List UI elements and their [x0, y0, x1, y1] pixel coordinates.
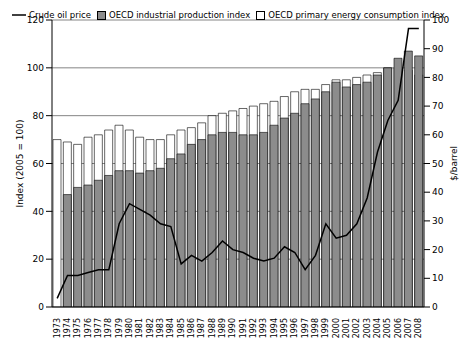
svg-text:1988: 1988	[208, 318, 217, 338]
svg-text:1998: 1998	[311, 318, 320, 338]
svg-text:$/barrel: $/barrel	[449, 146, 459, 181]
svg-text:1989: 1989	[218, 318, 227, 338]
svg-text:1975: 1975	[73, 318, 82, 338]
svg-text:40: 40	[33, 207, 45, 217]
svg-text:80: 80	[33, 111, 45, 121]
svg-text:2007: 2007	[404, 318, 413, 338]
svg-text:0: 0	[432, 302, 438, 312]
svg-text:100: 100	[27, 63, 44, 73]
svg-text:70: 70	[432, 101, 444, 111]
svg-text:60: 60	[33, 159, 45, 169]
svg-text:1997: 1997	[301, 318, 310, 338]
svg-text:20: 20	[33, 254, 45, 264]
svg-text:0: 0	[38, 302, 44, 312]
svg-text:1995: 1995	[280, 318, 289, 338]
svg-text:1999: 1999	[321, 318, 330, 338]
svg-text:2004: 2004	[373, 318, 382, 338]
svg-text:1981: 1981	[135, 318, 144, 338]
svg-text:1982: 1982	[146, 318, 155, 338]
svg-text:1976: 1976	[84, 318, 93, 338]
svg-text:80: 80	[432, 73, 444, 83]
svg-text:10: 10	[432, 273, 444, 283]
svg-text:1991: 1991	[239, 318, 248, 338]
svg-text:30: 30	[432, 216, 444, 226]
svg-text:1984: 1984	[166, 318, 175, 338]
svg-text:2000: 2000	[332, 318, 341, 338]
svg-text:1974: 1974	[63, 318, 72, 338]
svg-text:2008: 2008	[414, 318, 423, 338]
svg-text:90: 90	[432, 44, 444, 54]
svg-text:1979: 1979	[115, 318, 124, 338]
svg-text:100: 100	[432, 15, 449, 25]
svg-text:60: 60	[432, 130, 444, 140]
svg-text:2006: 2006	[394, 318, 403, 338]
svg-text:1987: 1987	[197, 318, 206, 338]
svg-text:1992: 1992	[249, 318, 258, 338]
svg-text:1986: 1986	[187, 318, 196, 338]
svg-text:120: 120	[27, 15, 44, 25]
svg-text:2001: 2001	[342, 318, 351, 338]
svg-text:2005: 2005	[383, 318, 392, 338]
svg-text:1985: 1985	[177, 318, 186, 338]
svg-text:1993: 1993	[259, 318, 268, 338]
svg-text:1983: 1983	[156, 318, 165, 338]
svg-text:50: 50	[432, 159, 444, 169]
svg-text:1980: 1980	[125, 318, 134, 338]
svg-text:40: 40	[432, 187, 444, 197]
svg-text:1977: 1977	[94, 318, 103, 338]
svg-text:20: 20	[432, 245, 444, 255]
svg-text:1978: 1978	[104, 318, 113, 338]
svg-text:1973: 1973	[53, 318, 62, 338]
svg-text:1996: 1996	[290, 318, 299, 338]
svg-text:2003: 2003	[363, 318, 372, 338]
svg-text:Index (2005 = 100): Index (2005 = 100)	[15, 119, 25, 207]
svg-text:2002: 2002	[352, 318, 361, 338]
svg-text:1994: 1994	[270, 318, 279, 338]
svg-text:1990: 1990	[228, 318, 237, 338]
